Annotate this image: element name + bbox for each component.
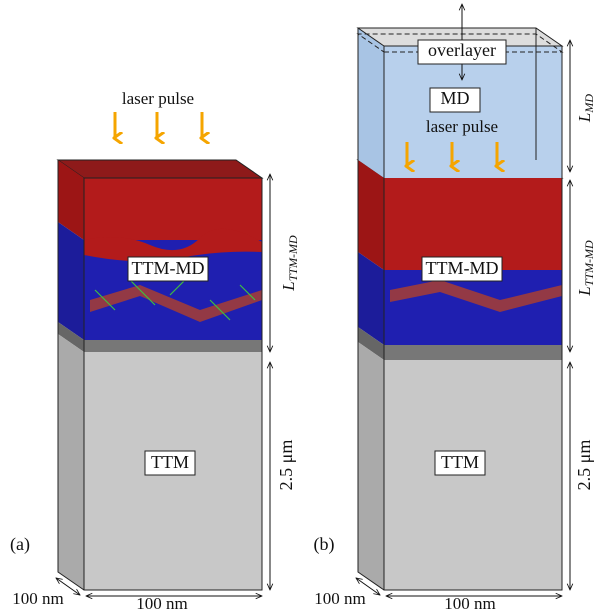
- figure: laser pulse TTM-MD LTTM-MD TTM 2.5 μm (a…: [0, 0, 596, 613]
- side-ttm: [358, 342, 384, 590]
- red-region: [384, 178, 562, 270]
- overlayer-label: overlayer: [428, 40, 496, 60]
- ttm-label: TTM: [151, 452, 189, 472]
- interface: [84, 340, 262, 352]
- side-ttm: [58, 334, 84, 590]
- side-md: [358, 28, 384, 178]
- side-blue: [58, 222, 84, 340]
- depth-label: 2.5 μm: [276, 440, 296, 491]
- panel-a: laser pulse TTM-MD LTTM-MD TTM 2.5 μm (a…: [10, 89, 300, 613]
- depth-label: 2.5 μm: [574, 440, 594, 491]
- width-label: 100 nm: [136, 594, 187, 613]
- panel-label: (b): [314, 534, 335, 555]
- symbol: L: [279, 281, 298, 291]
- ttm-md-label: TTM-MD: [426, 258, 499, 278]
- subscript: MD: [582, 94, 596, 114]
- symbol: L: [575, 286, 594, 296]
- subscript: TTM-MD: [286, 235, 300, 281]
- symbol: L: [575, 113, 594, 123]
- width-label: 100 nm: [314, 589, 365, 608]
- panel-label: (a): [10, 534, 30, 555]
- laser-arrows: [115, 112, 202, 138]
- subscript: TTM-MD: [582, 240, 596, 286]
- l-md-label: LMD: [575, 94, 596, 123]
- ttm-md-label: TTM-MD: [132, 258, 205, 278]
- l-ttm-md-label: LTTM-MD: [575, 240, 596, 297]
- md-label: MD: [440, 88, 469, 108]
- side-red: [358, 160, 384, 270]
- laser-label: laser pulse: [426, 117, 498, 136]
- top-face: [58, 160, 262, 178]
- ttm-label: TTM: [441, 452, 479, 472]
- width-label: 100 nm: [12, 589, 63, 608]
- l-ttm-md-label: LTTM-MD: [279, 235, 300, 292]
- interface: [384, 345, 562, 360]
- panel-b: overlayer MD laser pulse LMD TTM-MD LTTM…: [314, 4, 596, 613]
- width-label: 100 nm: [444, 594, 495, 613]
- laser-label: laser pulse: [122, 89, 194, 108]
